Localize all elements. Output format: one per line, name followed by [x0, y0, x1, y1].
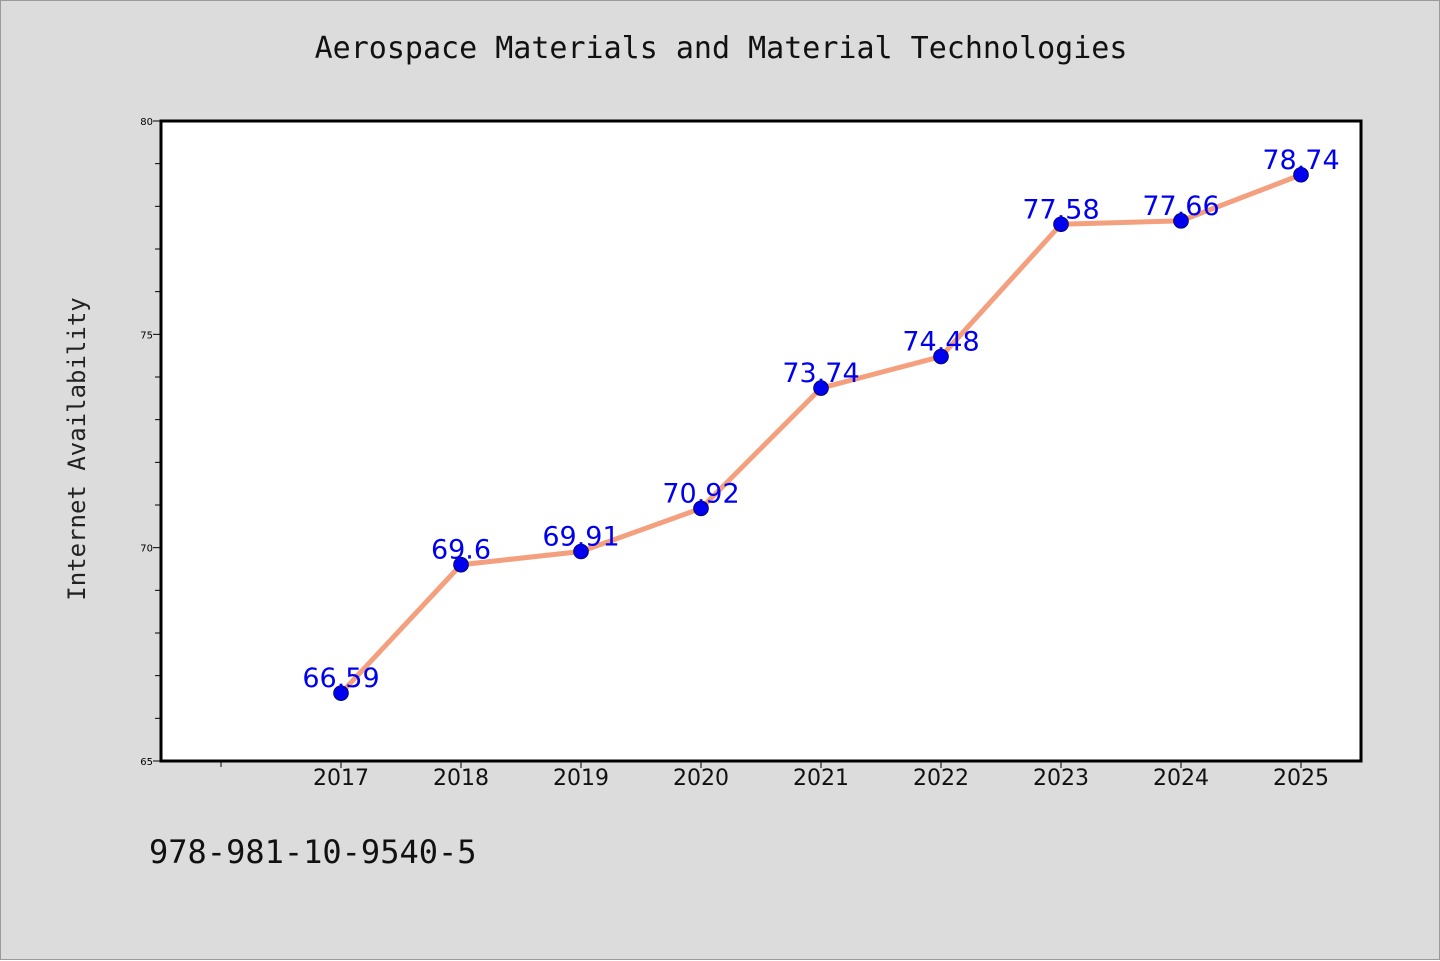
plot-area [159, 119, 1363, 763]
data-point [453, 556, 469, 573]
y-tick-label: 70 [140, 544, 153, 555]
data-point [693, 500, 709, 517]
x-tick-label: 2024 [1153, 766, 1209, 791]
y-tick-label: 65 [140, 757, 153, 768]
data-label: 77.66 [1142, 191, 1219, 222]
data-point [573, 543, 589, 560]
x-tick-label: 2025 [1273, 766, 1329, 791]
data-point [1053, 216, 1069, 233]
chart-title: Aerospace Materials and Material Technol… [314, 31, 1128, 66]
x-tick-label: 2017 [313, 766, 369, 791]
data-label: 69.91 [542, 522, 619, 553]
data-label: 77.58 [1022, 194, 1099, 225]
y-tick-label: 80 [140, 117, 153, 128]
isbn-footer: 978-981-10-9540-5 [149, 833, 477, 871]
x-tick-label: 2020 [673, 766, 729, 791]
data-point [813, 380, 829, 396]
data-label: 66.59 [302, 663, 379, 694]
data-label: 69.6 [431, 535, 491, 566]
data-label: 73.74 [782, 358, 859, 389]
x-tick-label: 2022 [913, 766, 969, 791]
data-point [1173, 213, 1189, 229]
x-tick-label: 2021 [793, 766, 849, 791]
data-label: 78.74 [1262, 145, 1339, 176]
x-tick-label: 2018 [433, 766, 489, 791]
x-tick-label: 2019 [553, 766, 609, 791]
y-tick-label: 75 [140, 330, 153, 341]
data-point [1293, 166, 1309, 183]
data-label: 70.92 [662, 478, 739, 509]
data-point [333, 685, 349, 701]
x-tick-label: 2023 [1033, 766, 1089, 791]
data-label: 74.48 [902, 327, 979, 358]
data-point [933, 348, 949, 365]
